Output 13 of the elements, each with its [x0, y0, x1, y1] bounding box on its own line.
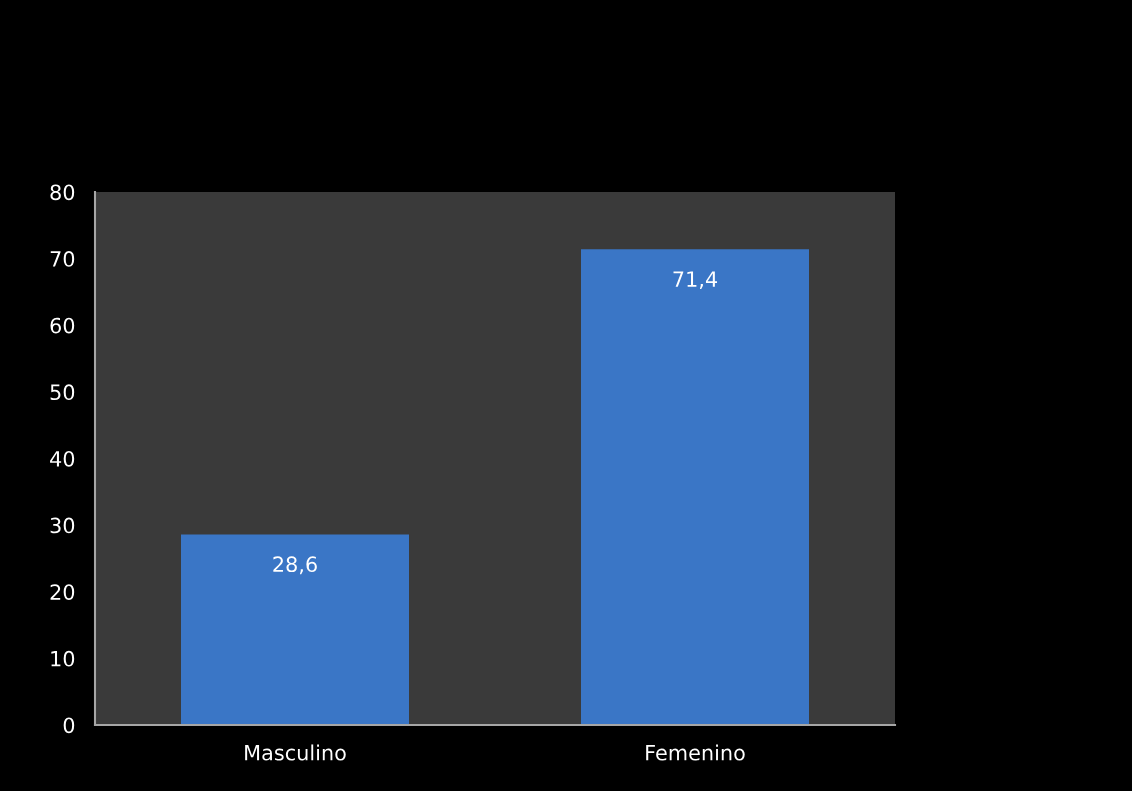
y-tick-label: 70	[50, 251, 75, 267]
data-label: 71,4	[673, 271, 718, 290]
y-tick-label: 10	[51, 650, 75, 667]
x-tick-label: Femenino	[646, 744, 745, 761]
y-tick-label: 60	[50, 317, 75, 334]
x-tick-label: Masculino	[245, 744, 346, 761]
y-tick-label: 30	[50, 517, 75, 534]
y-tick-label: 0	[63, 717, 75, 734]
y-tick-label: 40	[50, 450, 75, 467]
y-tick-label: 80	[50, 184, 75, 201]
y-tick-label: 20	[50, 584, 75, 600]
data-label: 28,6	[273, 556, 317, 575]
y-tick-label: 50	[50, 384, 75, 401]
